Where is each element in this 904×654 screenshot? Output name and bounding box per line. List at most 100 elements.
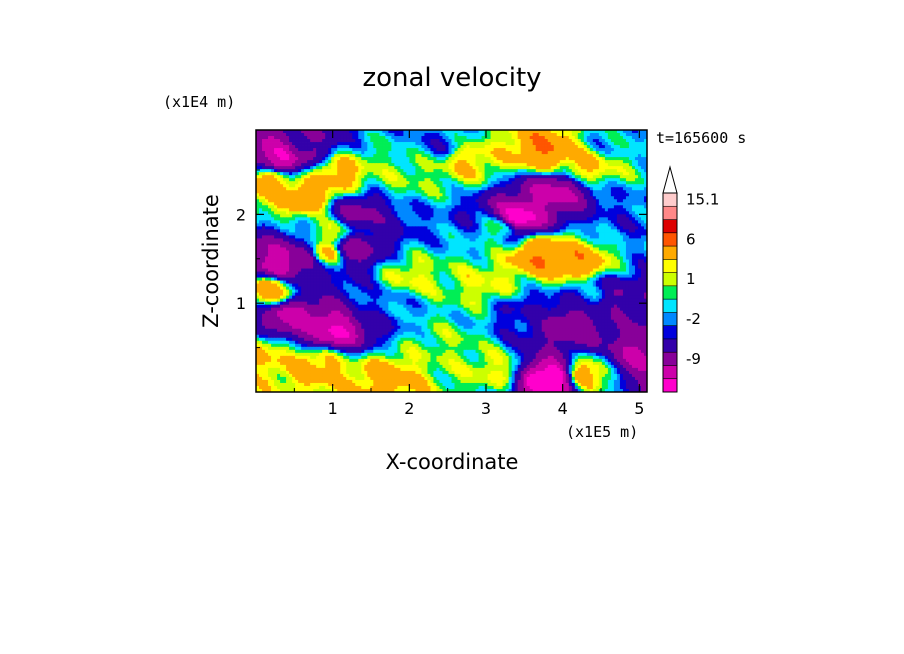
field-cell: [604, 163, 609, 167]
field-cell: [283, 241, 287, 245]
field-cell: [334, 223, 338, 227]
field-cell: [310, 133, 314, 137]
field-cell: [454, 187, 458, 191]
field-cell: [307, 220, 311, 224]
field-cell: [310, 169, 314, 173]
field-cell: [556, 199, 561, 203]
field-cell: [319, 163, 323, 167]
field-cell: [556, 145, 561, 149]
field-cell: [478, 241, 482, 245]
field-cell: [463, 148, 467, 152]
field-cell: [322, 139, 326, 143]
field-cell: [385, 148, 389, 152]
field-cell: [430, 238, 434, 242]
field-cell: [628, 130, 633, 134]
field-cell: [559, 211, 564, 215]
field-cell: [460, 238, 464, 242]
field-cell: [517, 208, 522, 212]
field-cell: [265, 238, 269, 242]
field-cell: [418, 178, 422, 182]
field-cell: [523, 211, 528, 215]
field-cell: [292, 220, 296, 224]
field-cell: [598, 166, 603, 170]
field-cell: [439, 238, 443, 242]
field-cell: [595, 163, 600, 167]
field-cell: [493, 214, 498, 218]
field-cell: [481, 178, 485, 182]
field-cell: [292, 178, 296, 182]
field-cell: [394, 154, 398, 158]
field-cell: [466, 205, 470, 209]
field-cell: [457, 202, 461, 206]
field-cell: [403, 211, 407, 215]
field-cell: [421, 145, 425, 149]
field-cell: [604, 217, 609, 221]
field-cell: [421, 178, 425, 182]
field-cell: [283, 205, 287, 209]
field-cell: [295, 133, 299, 137]
field-cell: [616, 199, 621, 203]
field-cell: [622, 241, 627, 245]
field-cell: [499, 187, 504, 191]
field-cell: [592, 130, 597, 134]
field-cell: [547, 193, 552, 197]
field-cell: [580, 199, 585, 203]
field-cell: [595, 130, 600, 134]
time-label: t=165600 s: [656, 129, 746, 147]
field-cell: [490, 166, 495, 170]
field-cell: [376, 130, 380, 134]
field-cell: [622, 211, 627, 215]
field-cell: [439, 166, 443, 170]
field-cell: [280, 175, 284, 179]
field-cell: [283, 226, 287, 230]
field-cell: [295, 169, 299, 173]
field-cell: [286, 130, 290, 134]
field-cell: [562, 172, 567, 176]
field-cell: [307, 190, 311, 194]
field-cell: [604, 130, 609, 134]
field-cell: [325, 148, 329, 152]
field-cell: [379, 145, 383, 149]
field-cell: [433, 241, 437, 245]
field-cell: [403, 184, 407, 188]
field-cell: [262, 142, 266, 146]
field-cell: [262, 130, 266, 134]
field-cell: [499, 229, 504, 233]
field-cell: [358, 163, 362, 167]
field-cell: [640, 169, 645, 173]
field-cell: [400, 199, 404, 203]
field-cell: [514, 139, 519, 143]
field-cell: [466, 151, 470, 155]
field-cell: [598, 151, 603, 155]
field-cell: [616, 151, 621, 155]
field-cell: [559, 196, 564, 200]
field-cell: [526, 160, 531, 164]
field-cell: [481, 157, 485, 161]
field-cell: [562, 190, 567, 194]
field-cell: [286, 169, 290, 173]
field-cell: [355, 136, 359, 140]
field-cell: [607, 190, 612, 194]
field-cell: [385, 163, 389, 167]
field-cell: [643, 217, 648, 221]
field-cell: [322, 202, 326, 206]
field-cell: [415, 157, 419, 161]
field-cell: [448, 175, 452, 179]
field-cell: [415, 214, 419, 218]
field-cell: [418, 181, 422, 185]
field-cell: [259, 217, 263, 221]
field-cell: [505, 190, 510, 194]
field-cell: [415, 193, 419, 197]
field-cell: [379, 211, 383, 215]
field-cell: [439, 202, 443, 206]
field-cell: [289, 148, 293, 152]
field-cell: [493, 196, 498, 200]
field-cell: [352, 244, 356, 248]
field-cell: [379, 208, 383, 212]
field-cell: [481, 148, 485, 152]
field-cell: [439, 223, 443, 227]
field-cell: [424, 136, 428, 140]
field-cell: [523, 229, 528, 233]
field-cell: [643, 139, 648, 143]
field-cell: [463, 229, 467, 233]
